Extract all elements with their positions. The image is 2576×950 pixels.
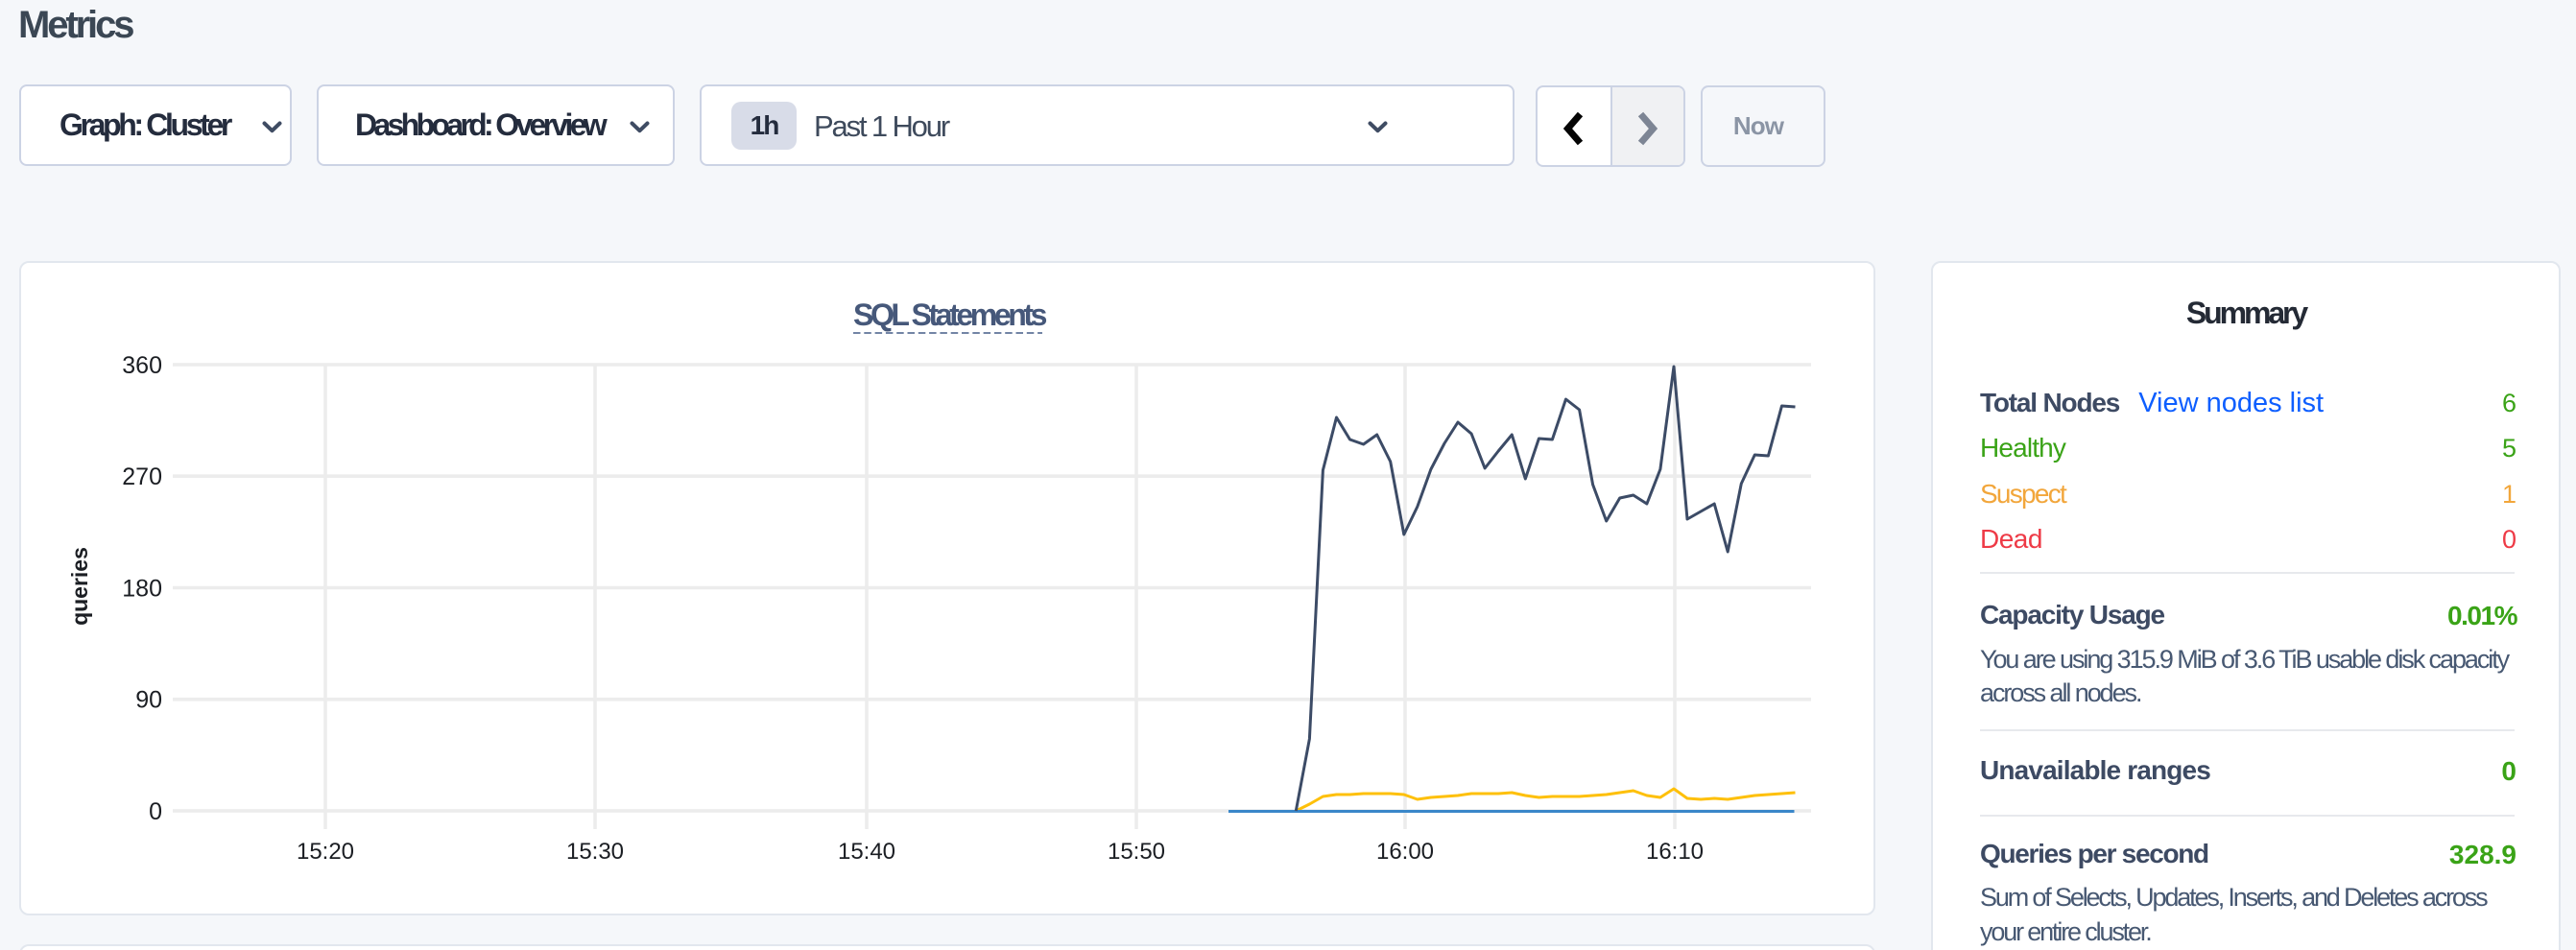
svg-text:270: 270	[122, 463, 162, 490]
svg-text:15:40: 15:40	[838, 839, 895, 865]
svg-text:16:10: 16:10	[1646, 839, 1704, 865]
svg-text:180: 180	[122, 575, 162, 602]
svg-text:15:20: 15:20	[297, 839, 354, 865]
svg-text:90: 90	[135, 687, 162, 714]
svg-text:queries: queries	[67, 547, 92, 626]
svg-text:16:00: 16:00	[1376, 839, 1434, 865]
svg-text:360: 360	[122, 352, 162, 379]
svg-text:0: 0	[149, 798, 162, 825]
svg-text:15:50: 15:50	[1108, 839, 1165, 865]
svg-text:15:30: 15:30	[566, 839, 624, 865]
